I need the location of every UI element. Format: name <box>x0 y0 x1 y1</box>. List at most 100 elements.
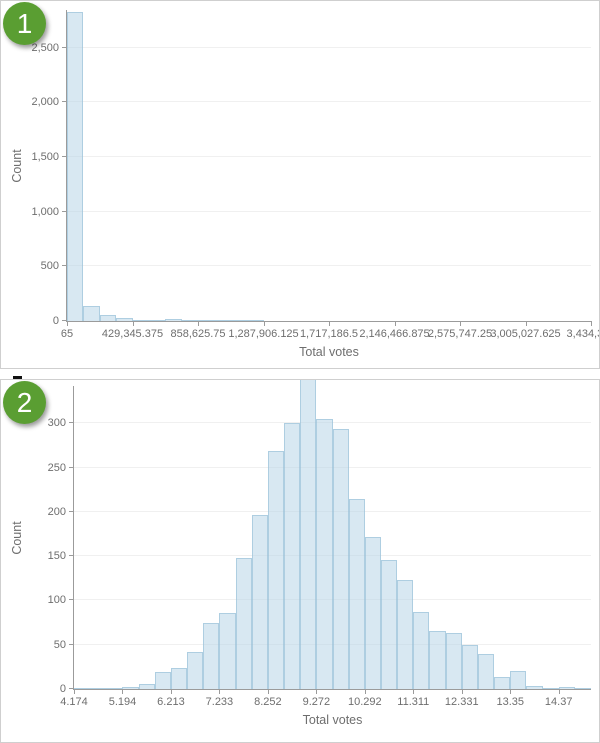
histogram-bar[interactable] <box>165 319 182 321</box>
y-tick-label: 0 <box>52 315 59 327</box>
x-tick-label: 10.292 <box>347 696 382 708</box>
x-tick-mark <box>219 689 221 694</box>
histogram-bar[interactable] <box>116 317 133 321</box>
x-tick-mark <box>461 689 463 694</box>
x-tick-mark <box>122 689 124 694</box>
x-tick-mark <box>267 689 269 694</box>
gridline <box>74 422 591 424</box>
histogram-bar[interactable] <box>230 320 248 321</box>
histogram-bar[interactable] <box>397 580 414 689</box>
histogram-bar[interactable] <box>106 688 123 689</box>
y-tick-label: 1,500 <box>31 151 59 164</box>
x-tick-mark <box>316 689 318 694</box>
y-tick-mark <box>69 688 74 689</box>
x-axis-title-1: Total votes <box>299 345 359 359</box>
x-tick-mark <box>558 689 560 694</box>
histogram-bar[interactable] <box>316 418 333 689</box>
histogram-bar[interactable] <box>132 319 149 321</box>
histogram-bar[interactable] <box>558 687 575 689</box>
histogram-bar[interactable] <box>219 612 236 689</box>
y-tick-mark <box>69 599 74 601</box>
x-tick-label: 429,345.375 <box>101 328 164 340</box>
histogram-bar[interactable] <box>574 688 591 689</box>
x-tick-label: 1,717,186.5 <box>299 328 359 340</box>
x-tick-mark <box>364 689 366 694</box>
histogram-bar[interactable] <box>332 429 349 689</box>
histogram-bar[interactable] <box>138 683 155 689</box>
plot-area-2: Count Total votes 0 50 100 150 200 250 300 4.17… <box>10 380 591 727</box>
histogram-bar[interactable] <box>170 667 188 689</box>
x-tick-mark <box>170 689 172 694</box>
x-tick-mark <box>132 321 134 326</box>
y-tick-label: 500 <box>40 260 59 273</box>
x-tick-label: 858,625.75 <box>170 328 226 340</box>
x-tick-mark <box>510 689 512 694</box>
y-tick-mark <box>69 422 74 424</box>
x-axis-title-2: Total votes <box>302 713 363 727</box>
y-axis-title-1: Count <box>10 148 24 183</box>
histogram-bar[interactable] <box>247 320 264 321</box>
x-tick-mark <box>413 689 415 694</box>
histogram-bar[interactable] <box>461 644 478 689</box>
y-tick-mark <box>69 466 74 468</box>
x-tick-label: 4.174 <box>60 696 88 708</box>
histogram-bar[interactable] <box>203 623 220 689</box>
y-tick-mark <box>62 156 67 158</box>
y-tick-mark <box>62 210 67 212</box>
histogram-bar[interactable] <box>74 688 91 689</box>
x-tick-label: 3,434,308 <box>566 328 599 340</box>
step-badge-2: 2 <box>3 381 46 424</box>
histogram-bar[interactable] <box>284 423 301 689</box>
histogram-bar[interactable] <box>267 450 285 689</box>
x-tick-label: 11.311 <box>397 696 430 708</box>
y-axis-title-2: Count <box>10 520 24 555</box>
histogram-bar[interactable] <box>198 320 215 321</box>
gridline <box>67 265 591 267</box>
y-tick-label: 100 <box>47 594 66 607</box>
histogram-bar[interactable] <box>214 320 231 321</box>
histogram-bar[interactable] <box>380 559 398 689</box>
x-tick-mark <box>329 321 330 326</box>
x-tick-label: 1,287,906.125 <box>228 328 299 340</box>
x-tick-mark <box>460 321 461 326</box>
histogram-bar[interactable] <box>251 515 268 689</box>
gridline <box>67 46 591 48</box>
y-tick-label: 1,000 <box>31 205 59 218</box>
y-tick-label: 0 <box>59 683 66 695</box>
histogram-bar[interactable] <box>445 633 462 689</box>
histogram-bar[interactable] <box>90 688 107 689</box>
x-tick-mark <box>525 321 527 326</box>
histogram-panel-1: 1 Count Total votes 0 500 1,000 1,500 2,000 2… <box>0 0 600 369</box>
histogram-bar[interactable] <box>364 536 381 689</box>
histogram-bar[interactable] <box>181 320 198 321</box>
histogram-bar[interactable] <box>235 557 252 689</box>
histogram-panel-2: 2 Count Total votes 0 50 100 150 200 250 300 4.… <box>0 379 600 743</box>
histogram-bar[interactable] <box>300 380 317 689</box>
x-tick-label: 2,146,466.875 <box>359 328 430 340</box>
plot-area-1: Count Total votes 0 500 1,000 1,500 2,000 2,5… <box>10 10 599 359</box>
histogram-bar[interactable] <box>99 315 117 321</box>
histogram-bar[interactable] <box>187 651 204 689</box>
histogram-bar[interactable] <box>510 671 527 689</box>
x-tick-label: 8.252 <box>254 696 282 708</box>
histogram-bar[interactable] <box>83 306 100 321</box>
histogram-bar[interactable] <box>413 611 430 689</box>
histogram-bar[interactable] <box>429 631 446 689</box>
y-tick-label: 300 <box>47 417 66 430</box>
histogram-bar[interactable] <box>526 686 543 689</box>
histogram-bar[interactable] <box>494 676 511 689</box>
histogram-bar[interactable] <box>148 320 166 321</box>
x-tick-label: 5.194 <box>108 696 137 708</box>
histogram-bar[interactable] <box>477 654 495 689</box>
histogram-bar[interactable] <box>67 11 84 321</box>
histogram-bar[interactable] <box>348 498 365 689</box>
histogram-bar[interactable] <box>122 687 139 689</box>
x-tick-label: 7.233 <box>205 696 234 708</box>
x-tick-label: 3,005,027.625 <box>490 328 561 340</box>
x-tick-label: 2,575,747.25 <box>427 328 493 340</box>
histogram-bar[interactable] <box>154 672 171 689</box>
y-tick-label: 2,500 <box>31 41 59 54</box>
x-tick-label: 12.331 <box>444 696 479 708</box>
histogram-bar[interactable] <box>542 688 559 689</box>
y-tick-mark <box>62 320 67 321</box>
